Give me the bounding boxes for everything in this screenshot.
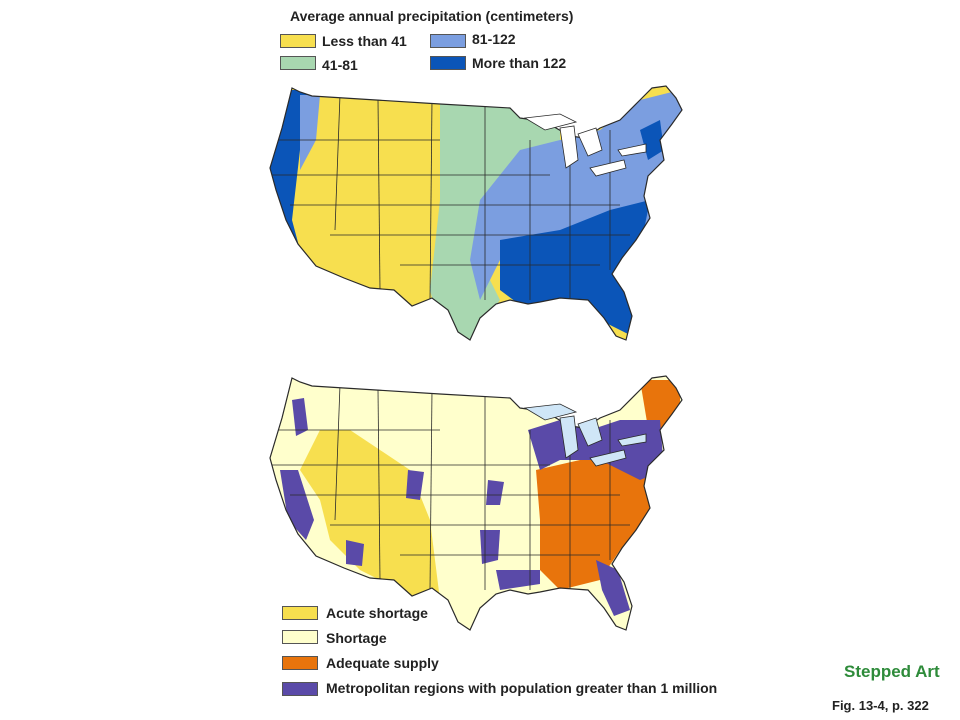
figure-reference: Fig. 13-4, p. 322 [832, 698, 929, 713]
legend-swatch-adequate-supply [282, 656, 318, 670]
legend-label-adequate-supply: Adequate supply [326, 655, 439, 671]
precipitation-map [269, 85, 683, 341]
water-supply-map [269, 375, 683, 631]
legend-swatch-41-81 [280, 56, 316, 70]
stepped-art-label: Stepped Art [844, 662, 940, 681]
legend-label-81-122: 81-122 [472, 31, 516, 47]
legend-label-acute-shortage: Acute shortage [326, 605, 428, 621]
legend-swatch-more-than-122 [430, 56, 466, 70]
legend-label-less-than-41: Less than 41 [322, 33, 407, 49]
legend-label-shortage: Shortage [326, 630, 387, 646]
legend-label-metropolitan-regions: Metropolitan regions with population gre… [326, 680, 718, 696]
precipitation-legend-title: Average annual precipitation (centimeter… [290, 8, 574, 24]
legend-swatch-shortage [282, 630, 318, 644]
legend-swatch-less-than-41 [280, 34, 316, 48]
legend-swatch-81-122 [430, 34, 466, 48]
legend-label-41-81: 41-81 [322, 57, 358, 73]
legend-swatch-metropolitan-regions [282, 682, 318, 696]
legend-label-more-than-122: More than 122 [472, 55, 567, 71]
legend-swatch-acute-shortage [282, 606, 318, 620]
